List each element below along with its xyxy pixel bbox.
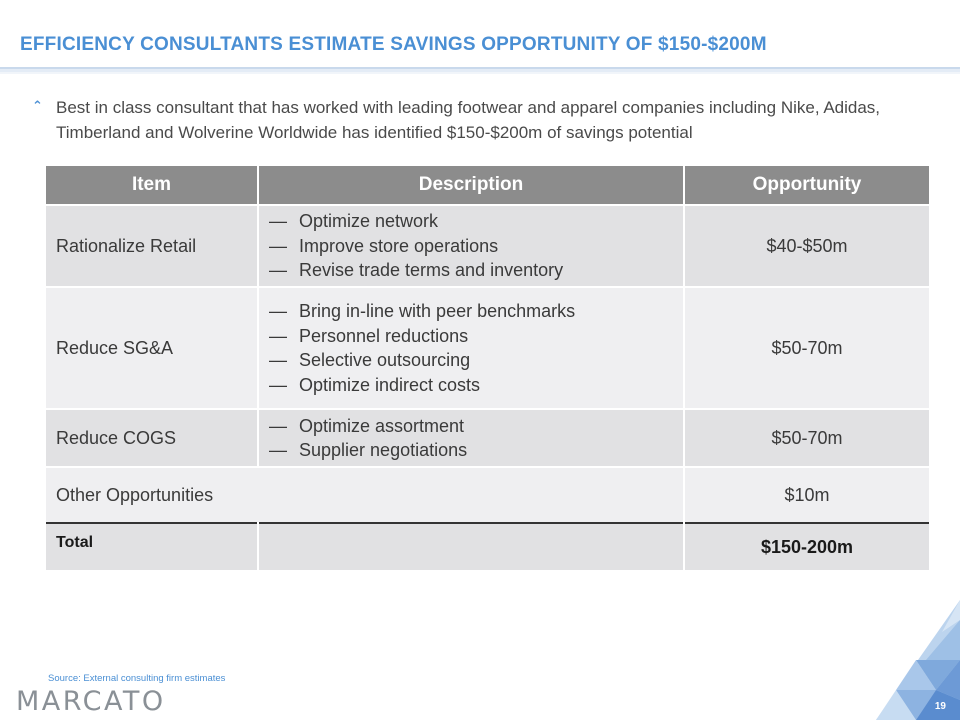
header-item: Item bbox=[46, 166, 259, 205]
description-line: Optimize assortment bbox=[269, 414, 673, 439]
title-divider bbox=[0, 67, 960, 74]
row-item: Reduce SG&A bbox=[46, 286, 259, 409]
table-row: Reduce SG&A Bring in-line with peer benc… bbox=[46, 286, 929, 409]
table-row-total: Total $150-200m bbox=[46, 522, 929, 570]
other-opportunity: $10m bbox=[684, 466, 929, 523]
row-item: Rationalize Retail bbox=[46, 204, 259, 287]
total-value: $150-200m bbox=[684, 522, 929, 570]
description-line: Optimize network bbox=[269, 209, 673, 234]
logo-text: MARCATO bbox=[16, 686, 166, 717]
summary-text: Best in class consultant that has worked… bbox=[56, 98, 881, 142]
triangle-pattern-decoration bbox=[876, 600, 960, 720]
row-description: Optimize assortment Supplier negotiation… bbox=[258, 408, 685, 467]
row-item: Reduce COGS bbox=[46, 408, 259, 467]
table-row: Reduce COGS Optimize assortment Supplier… bbox=[46, 408, 929, 467]
table-row-other: Other Opportunities $10m bbox=[46, 466, 929, 523]
company-logo: MARCATO bbox=[16, 686, 166, 717]
description-line: Optimize indirect costs bbox=[269, 373, 673, 398]
row-description: Optimize network Improve store operation… bbox=[258, 204, 685, 287]
caret-up-icon: ⌃ bbox=[32, 98, 43, 113]
description-line: Improve store operations bbox=[269, 234, 673, 259]
other-item: Other Opportunities bbox=[46, 466, 685, 523]
page-number: 19 bbox=[934, 701, 946, 712]
row-opportunity: $40-$50m bbox=[684, 204, 929, 287]
table-header-row: Item Description Opportunity bbox=[46, 166, 929, 205]
opportunity-table: Item Description Opportunity Rationalize… bbox=[46, 166, 929, 570]
row-opportunity: $50-70m bbox=[684, 408, 929, 467]
header-opportunity: Opportunity bbox=[684, 166, 929, 205]
table-row: Rationalize Retail Optimize network Impr… bbox=[46, 204, 929, 287]
source-note: Source: External consulting firm estimat… bbox=[48, 673, 226, 684]
description-line: Selective outsourcing bbox=[269, 348, 673, 373]
slide-title: EFFICIENCY CONSULTANTS ESTIMATE SAVINGS … bbox=[20, 34, 767, 55]
header-description: Description bbox=[258, 166, 685, 205]
row-opportunity: $50-70m bbox=[684, 286, 929, 409]
total-spacer bbox=[258, 522, 685, 570]
description-line: Personnel reductions bbox=[269, 324, 673, 349]
description-line: Revise trade terms and inventory bbox=[269, 258, 673, 283]
total-label: Total bbox=[46, 522, 259, 570]
description-line: Supplier negotiations bbox=[269, 438, 673, 463]
description-line: Bring in-line with peer benchmarks bbox=[269, 299, 673, 324]
row-description: Bring in-line with peer benchmarks Perso… bbox=[258, 286, 685, 409]
